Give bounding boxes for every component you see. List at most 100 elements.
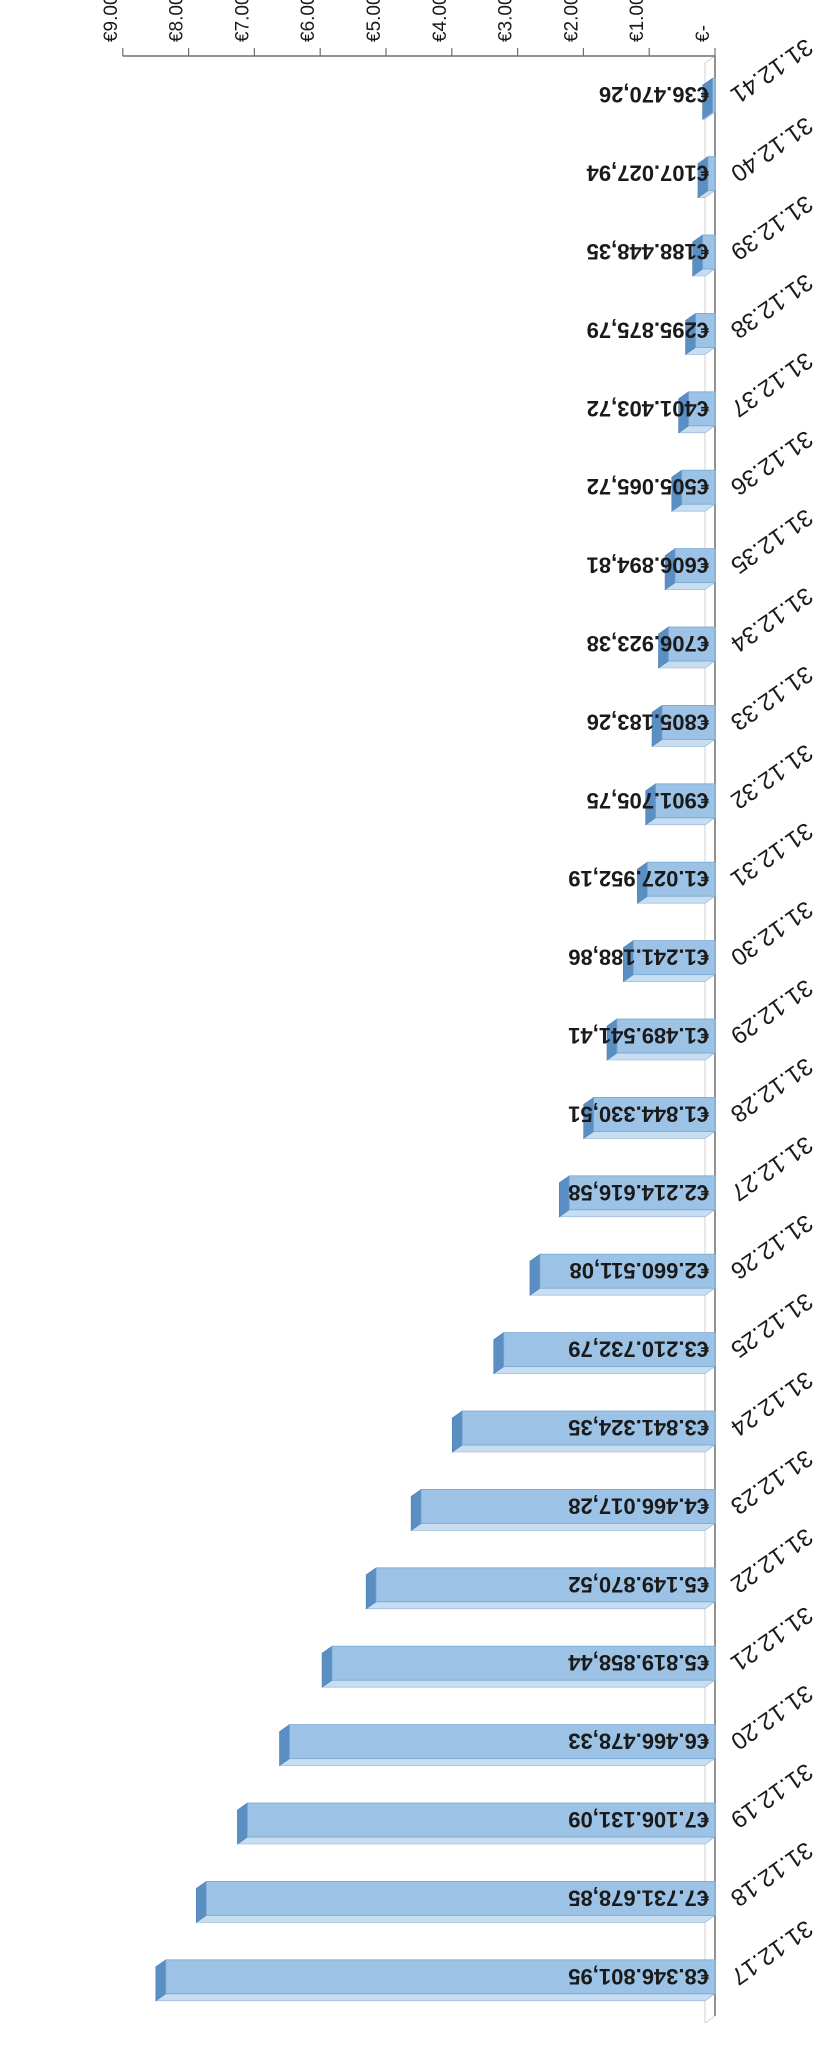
bar	[558, 1175, 716, 1218]
category-label: 31.12.41	[726, 33, 818, 109]
bar-front-face	[688, 391, 716, 427]
bar-front-face	[461, 1410, 716, 1446]
bar	[691, 234, 716, 277]
value-axis-tick-label: €9.000.000,00	[101, 0, 122, 42]
bar-value-label: €1.241.188,86	[568, 945, 709, 970]
bar-front-face	[646, 861, 716, 897]
wall-edge-top	[704, 2015, 716, 2024]
category-label: 31.12.33	[726, 660, 818, 736]
category-label: 31.12.29	[726, 974, 818, 1050]
bar-value-label: €401.403,72	[587, 396, 709, 421]
bar-top-face	[410, 1523, 716, 1531]
bar-value-label: €5.149.870,52	[568, 1572, 709, 1597]
bar-top-face	[606, 1052, 716, 1061]
bar	[365, 1567, 716, 1610]
bar-value-label: €3.210.732,79	[568, 1337, 709, 1362]
category-label: 31.12.18	[726, 1836, 818, 1912]
bar	[701, 77, 716, 120]
bar	[582, 1096, 716, 1139]
bar-front-face	[247, 1802, 716, 1838]
bars	[154, 77, 716, 2002]
bar-end-face	[529, 1253, 541, 1296]
category-label: 31.12.38	[726, 268, 818, 344]
bar-value-label: €4.466.017,28	[568, 1493, 709, 1518]
bar-top-face	[236, 1836, 716, 1845]
bar-value-label: €188.448,35	[587, 239, 709, 264]
category-label: 31.12.30	[726, 895, 818, 971]
category-labels: 31.12.1731.12.1831.12.1931.12.2031.12.21…	[726, 33, 818, 1990]
category-label: 31.12.20	[726, 1679, 818, 1755]
bar	[657, 626, 716, 669]
bar-end-face	[493, 1332, 505, 1375]
bar	[278, 1724, 716, 1767]
category-label: 31.12.39	[726, 190, 818, 266]
bar-value-label: €36.470,26	[599, 82, 709, 107]
bar-value-label: €901.705,75	[587, 788, 709, 813]
bar	[622, 940, 716, 983]
bar-end-face	[558, 1175, 570, 1218]
bar-value-label: €2.660.511,08	[570, 1258, 709, 1283]
bar-value-label: €5.819.858,44	[568, 1650, 709, 1675]
bar-end-face	[237, 1802, 248, 1845]
bar-end-face	[321, 1645, 333, 1688]
bar-value-label: €1.027.952,19	[568, 866, 709, 891]
bar-value-label: €606.894,81	[587, 553, 709, 578]
bar	[677, 391, 716, 434]
value-axis-tick-label: €4.000.000,00	[430, 0, 451, 42]
bar-top-face	[558, 1209, 716, 1218]
bar-value-label: €107.027,94	[586, 161, 709, 186]
bar-front-face	[375, 1567, 716, 1603]
bar	[410, 1488, 716, 1531]
category-label: 31.12.26	[726, 1209, 818, 1285]
bar-end-face	[365, 1567, 377, 1610]
bar	[154, 1959, 716, 2002]
wall-edge-bottom	[704, 55, 716, 64]
bar-value-label: €805.183,26	[587, 709, 709, 734]
bar-front-face	[632, 940, 716, 975]
bar-front-face	[674, 548, 716, 583]
value-axis-tick-label: €-	[693, 25, 714, 42]
category-label: 31.12.35	[726, 503, 818, 579]
bar	[451, 1410, 716, 1453]
bar-front-face	[503, 1332, 716, 1367]
category-label: 31.12.22	[726, 1522, 818, 1598]
category-label: 31.12.28	[726, 1052, 818, 1128]
value-axis-tick-label: €1.000.000,00	[627, 0, 648, 42]
bar-top-face	[651, 739, 716, 747]
bar-front-face	[695, 313, 716, 348]
bar-value-label: €295.875,79	[587, 317, 709, 342]
bar-end-face	[155, 1959, 167, 2002]
bar-front-face	[593, 1097, 716, 1132]
value-axis-tick-label: €3.000.000,00	[496, 0, 517, 42]
bar-value-label: €706.923,38	[587, 631, 709, 656]
bar-front-face	[539, 1253, 716, 1289]
bar-top-face	[451, 1444, 716, 1453]
value-axis-tick-label: €7.000.000,00	[232, 0, 253, 42]
bar	[684, 312, 716, 355]
bar-front-face	[681, 469, 716, 505]
bar-front-face	[331, 1645, 716, 1681]
bar-value-label: €505.065,72	[587, 474, 709, 499]
bar	[636, 861, 716, 904]
bar	[528, 1253, 716, 1296]
bar-front-face	[661, 705, 716, 740]
bar-value-label: €1.489.541,41	[568, 1023, 709, 1048]
bar-front-face	[702, 234, 716, 270]
bar-end-face	[195, 1880, 207, 1923]
category-label: 31.12.37	[726, 346, 818, 422]
bar-top-face	[622, 974, 716, 982]
bar	[195, 1880, 716, 1923]
category-label: 31.12.19	[726, 1758, 818, 1834]
bar-end-face	[279, 1724, 290, 1767]
bar	[606, 1018, 716, 1061]
category-label: 31.12.23	[726, 1444, 818, 1520]
bar	[697, 156, 716, 199]
bar	[664, 548, 716, 591]
bar-top-face	[582, 1131, 716, 1139]
category-label: 31.12.24	[726, 1366, 818, 1442]
bar	[651, 704, 716, 747]
bar-top-face	[492, 1366, 716, 1374]
bar-top-face	[528, 1287, 716, 1296]
category-label: 31.12.36	[726, 425, 818, 501]
